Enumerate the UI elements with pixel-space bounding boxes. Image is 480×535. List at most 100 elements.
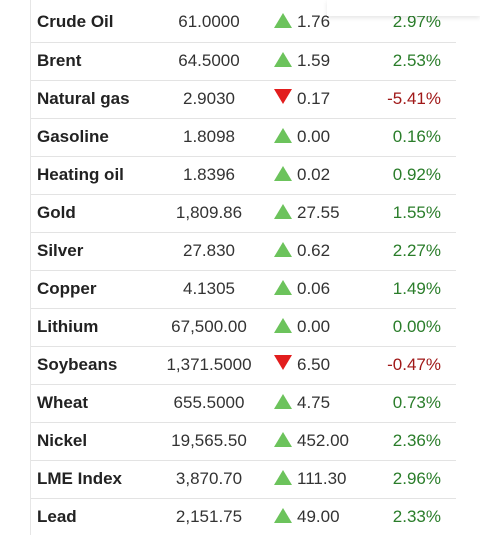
commodity-price: 61.0000 bbox=[159, 0, 259, 43]
commodity-price: 1,371.5000 bbox=[159, 346, 259, 385]
commodity-name[interactable]: Silver bbox=[31, 232, 159, 271]
commodity-percent-change: 2.96% bbox=[379, 460, 456, 499]
commodities-table-container: Crude Oil 61.0000 1.76 2.97% Brent 64.5000 1.5… bbox=[30, 0, 457, 535]
commodity-row[interactable]: Lithium 67,500.00 0.00 0.00% bbox=[31, 308, 456, 347]
triangle-up-icon bbox=[274, 128, 292, 143]
triangle-up-icon bbox=[274, 204, 292, 219]
triangle-up-icon bbox=[274, 508, 292, 523]
commodity-name[interactable]: LME Index bbox=[31, 460, 159, 499]
commodity-change: 27.55 bbox=[259, 194, 379, 233]
commodity-change: 452.00 bbox=[259, 422, 379, 461]
commodity-row[interactable]: Wheat 655.5000 4.75 0.73% bbox=[31, 384, 456, 423]
commodity-name[interactable]: Wheat bbox=[31, 384, 159, 423]
commodity-change: 111.30 bbox=[259, 460, 379, 499]
commodity-row[interactable]: Copper 4.1305 0.06 1.49% bbox=[31, 270, 456, 309]
commodity-name[interactable]: Heating oil bbox=[31, 156, 159, 195]
triangle-up-icon bbox=[274, 52, 292, 67]
commodity-percent-change: 2.53% bbox=[379, 42, 456, 81]
commodity-price: 64.5000 bbox=[159, 42, 259, 81]
commodity-name[interactable]: Gold bbox=[31, 194, 159, 233]
change-value: 452.00 bbox=[297, 431, 349, 450]
triangle-up-icon bbox=[274, 470, 292, 485]
commodity-row[interactable]: Silver 27.830 0.62 2.27% bbox=[31, 232, 456, 271]
commodity-row[interactable]: Natural gas 2.9030 0.17 -5.41% bbox=[31, 80, 456, 119]
commodity-change: 4.75 bbox=[259, 384, 379, 423]
commodity-percent-change: 2.36% bbox=[379, 422, 456, 461]
triangle-up-icon bbox=[274, 432, 292, 447]
commodity-price: 19,565.50 bbox=[159, 422, 259, 461]
commodity-name[interactable]: Gasoline bbox=[31, 118, 159, 157]
commodity-price: 2.9030 bbox=[159, 80, 259, 119]
commodity-price: 67,500.00 bbox=[159, 308, 259, 347]
change-value: 0.06 bbox=[297, 279, 331, 298]
commodity-price: 2,151.75 bbox=[159, 498, 259, 535]
commodity-change: 0.62 bbox=[259, 232, 379, 271]
commodity-price: 655.5000 bbox=[159, 384, 259, 423]
triangle-up-icon bbox=[274, 242, 292, 257]
commodity-change: 0.00 bbox=[259, 308, 379, 347]
change-value: 111.30 bbox=[297, 469, 347, 488]
commodity-percent-change: 1.49% bbox=[379, 270, 456, 309]
commodity-percent-change: 0.73% bbox=[379, 384, 456, 423]
commodity-row[interactable]: Nickel 19,565.50 452.00 2.36% bbox=[31, 422, 456, 461]
triangle-up-icon bbox=[274, 166, 292, 181]
commodity-percent-change: 1.55% bbox=[379, 194, 456, 233]
commodity-percent-change: 0.00% bbox=[379, 308, 456, 347]
change-value: 0.02 bbox=[297, 165, 331, 184]
commodity-name[interactable]: Lead bbox=[31, 498, 159, 535]
commodity-change: 0.06 bbox=[259, 270, 379, 309]
change-value: 49.00 bbox=[297, 507, 340, 526]
commodity-price: 4.1305 bbox=[159, 270, 259, 309]
commodity-row[interactable]: Gold 1,809.86 27.55 1.55% bbox=[31, 194, 456, 233]
commodity-price: 27.830 bbox=[159, 232, 259, 271]
change-value: 0.17 bbox=[297, 89, 331, 108]
commodity-percent-change: 2.27% bbox=[379, 232, 456, 271]
commodity-price: 1.8396 bbox=[159, 156, 259, 195]
commodity-name[interactable]: Soybeans bbox=[31, 346, 159, 385]
commodity-change: 0.00 bbox=[259, 118, 379, 157]
commodity-percent-change: 0.16% bbox=[379, 118, 456, 157]
change-value: 4.75 bbox=[297, 393, 331, 412]
commodity-change: 49.00 bbox=[259, 498, 379, 535]
triangle-up-icon bbox=[274, 280, 292, 295]
triangle-up-icon bbox=[274, 12, 292, 28]
change-value: 0.00 bbox=[297, 317, 331, 336]
commodity-name[interactable]: Natural gas bbox=[31, 80, 159, 119]
commodities-table-body: Crude Oil 61.0000 1.76 2.97% Brent 64.5000 1.5… bbox=[31, 0, 456, 535]
commodity-name[interactable]: Copper bbox=[31, 270, 159, 309]
commodity-percent-change: 2.33% bbox=[379, 498, 456, 535]
commodity-price: 1,809.86 bbox=[159, 194, 259, 233]
change-value: 0.00 bbox=[297, 127, 331, 146]
commodity-name[interactable]: Brent bbox=[31, 42, 159, 81]
commodity-row[interactable]: Heating oil 1.8396 0.02 0.92% bbox=[31, 156, 456, 195]
commodity-row[interactable]: Lead 2,151.75 49.00 2.33% bbox=[31, 498, 456, 535]
commodity-row[interactable]: Gasoline 1.8098 0.00 0.16% bbox=[31, 118, 456, 157]
triangle-up-icon bbox=[274, 394, 292, 409]
triangle-down-icon bbox=[274, 355, 292, 370]
commodity-name[interactable]: Nickel bbox=[31, 422, 159, 461]
triangle-down-icon bbox=[274, 89, 292, 104]
commodity-change: 0.02 bbox=[259, 156, 379, 195]
commodity-price: 3,870.70 bbox=[159, 460, 259, 499]
commodity-row[interactable]: Soybeans 1,371.5000 6.50 -0.47% bbox=[31, 346, 456, 385]
commodity-change: 0.17 bbox=[259, 80, 379, 119]
commodity-name[interactable]: Lithium bbox=[31, 308, 159, 347]
change-value: 27.55 bbox=[297, 203, 340, 222]
change-value: 0.62 bbox=[297, 241, 331, 260]
commodity-percent-change: -0.47% bbox=[379, 346, 456, 385]
change-value: 1.59 bbox=[297, 51, 331, 70]
commodity-price: 1.8098 bbox=[159, 118, 259, 157]
change-value: 1.76 bbox=[297, 11, 331, 31]
commodity-row[interactable]: LME Index 3,870.70 111.30 2.96% bbox=[31, 460, 456, 499]
commodity-change: 6.50 bbox=[259, 346, 379, 385]
triangle-up-icon bbox=[274, 318, 292, 333]
commodity-percent-change: -5.41% bbox=[379, 80, 456, 119]
commodity-row[interactable]: Brent 64.5000 1.59 2.53% bbox=[31, 42, 456, 81]
commodities-table: Crude Oil 61.0000 1.76 2.97% Brent 64.5000 1.5… bbox=[31, 0, 456, 535]
dropdown-panel-edge bbox=[327, 0, 480, 16]
commodity-change: 1.59 bbox=[259, 42, 379, 81]
commodity-percent-change: 0.92% bbox=[379, 156, 456, 195]
change-value: 6.50 bbox=[297, 355, 331, 374]
commodity-name[interactable]: Crude Oil bbox=[31, 0, 159, 43]
